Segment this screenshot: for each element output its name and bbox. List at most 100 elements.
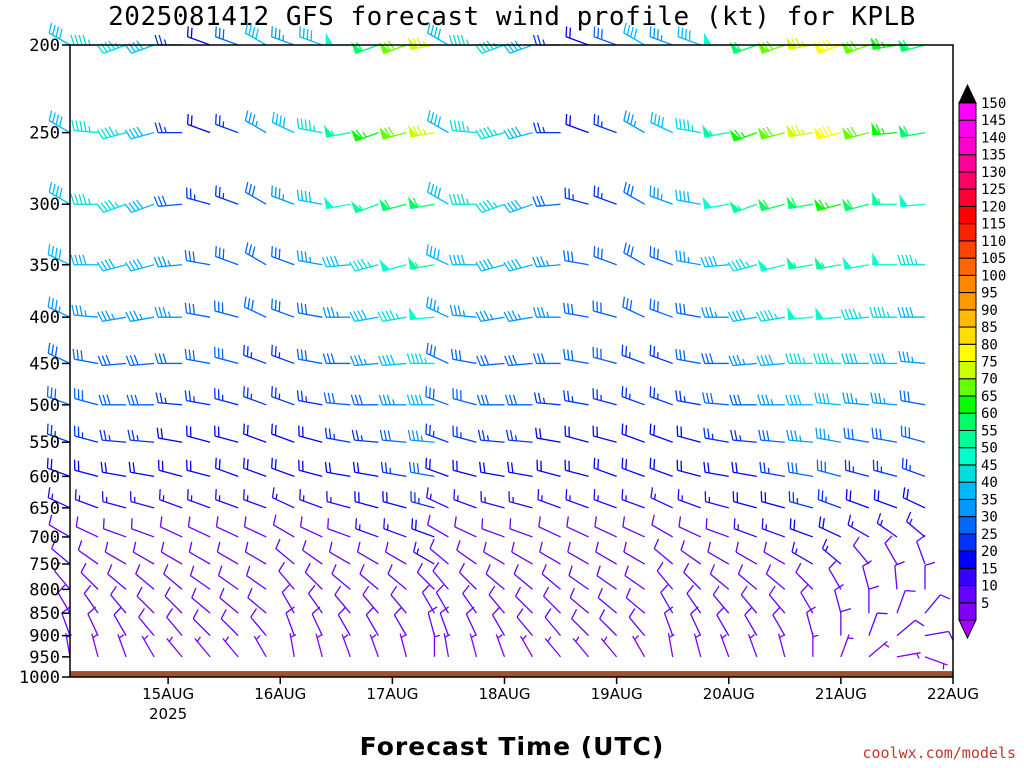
wind-barb [787, 461, 813, 478]
wind-barb [651, 514, 674, 538]
wind-barb [876, 513, 898, 538]
wind-barb [737, 564, 758, 590]
wind-barb [427, 110, 449, 134]
wind-barb [271, 246, 295, 266]
wind-barb [509, 518, 533, 538]
wind-barb [813, 353, 841, 365]
wind-barb [406, 353, 435, 365]
wind-barb [271, 26, 295, 46]
wind-barb [416, 562, 435, 590]
wind-barb [159, 516, 183, 538]
wind-barb [786, 37, 813, 50]
credit-link[interactable]: coolwx.com/models [862, 744, 1016, 762]
wind-barb [70, 194, 99, 205]
y-tick-label: 700 [29, 528, 60, 548]
wind-barb [154, 307, 183, 318]
wind-barb [379, 198, 407, 212]
wind-barb [544, 608, 562, 637]
colorbar-label: 50 [981, 441, 998, 457]
wind-barb [322, 353, 351, 365]
wind-barb [125, 310, 155, 322]
wind-barb [623, 181, 645, 205]
wind-barb [898, 350, 926, 365]
wind-barb [689, 606, 702, 636]
wind-barb [425, 423, 449, 443]
colorbar-cell [958, 481, 977, 500]
wind-barb [296, 189, 323, 205]
wind-barb [768, 585, 786, 614]
wind-barb [217, 565, 239, 590]
wind-barb [702, 196, 729, 210]
wind-barb [884, 535, 898, 565]
wind-barb [475, 199, 505, 214]
wind-barb [299, 516, 323, 538]
colorbar-label: 120 [981, 199, 1006, 215]
wind-barb [514, 586, 533, 614]
wind-barb [707, 541, 730, 565]
colorbar-cell [958, 464, 977, 483]
wind-barb [621, 489, 645, 509]
wind-barb [74, 489, 99, 509]
wind-barb [483, 541, 505, 565]
wind-barb [80, 562, 99, 590]
wind-barb [355, 518, 379, 538]
wind-barb [138, 608, 155, 637]
wind-barb [435, 584, 449, 614]
wind-barb [214, 113, 239, 134]
wind-barb [504, 394, 533, 406]
wind-barb [916, 534, 926, 565]
wind-barb [328, 541, 351, 565]
wind-barb [98, 394, 127, 406]
x-tick-label: 18AUG [479, 685, 531, 703]
wind-barb [678, 516, 701, 538]
wind-barb [219, 587, 239, 614]
wind-barb [870, 392, 897, 406]
wind-barb [702, 124, 729, 138]
wind-barb [304, 562, 323, 590]
wind-barb [814, 392, 841, 406]
wind-barb [46, 457, 71, 478]
wind-barb [785, 353, 813, 365]
wind-barb [843, 427, 870, 443]
wind-barb [905, 511, 926, 538]
wind-barb [157, 459, 183, 478]
wind-barb [184, 302, 211, 318]
wind-barb [214, 26, 239, 46]
colorbar-label: 70 [981, 372, 998, 388]
wind-barb [676, 459, 701, 478]
wind-barb [757, 40, 786, 55]
wind-barb [296, 390, 323, 406]
wind-barb [462, 584, 477, 614]
wind-barb [154, 34, 183, 46]
wind-barb [281, 584, 295, 614]
wind-barb [410, 491, 435, 509]
wind-barb [740, 585, 758, 614]
wind-barb [91, 633, 99, 658]
colorbar-cell [958, 326, 977, 345]
wind-barb [349, 354, 379, 367]
wind-barb [900, 425, 926, 443]
wind-barb [132, 541, 155, 565]
wind-barb [870, 37, 898, 50]
wind-barb [503, 310, 533, 322]
colorbar-label: 145 [981, 113, 1006, 129]
wind-barb [842, 392, 869, 406]
wind-barb [189, 565, 211, 590]
wind-barb [271, 423, 295, 443]
wind-barb [899, 194, 926, 208]
wind-barb [814, 256, 841, 270]
wind-barb [48, 22, 71, 46]
wind-barb [729, 394, 757, 406]
wind-barb [594, 516, 617, 538]
wind-barb [488, 585, 505, 614]
wind-barb [815, 427, 841, 443]
wind-barb [868, 612, 888, 636]
wind-barb [97, 310, 127, 322]
x-axis-label: Forecast Time (UTC) [359, 732, 665, 761]
wind-barb [214, 425, 239, 443]
wind-barb [519, 634, 534, 658]
wind-barb [786, 196, 813, 210]
wind-barb [676, 425, 701, 443]
colorbar-cell [958, 171, 977, 190]
wind-barb [873, 489, 898, 509]
